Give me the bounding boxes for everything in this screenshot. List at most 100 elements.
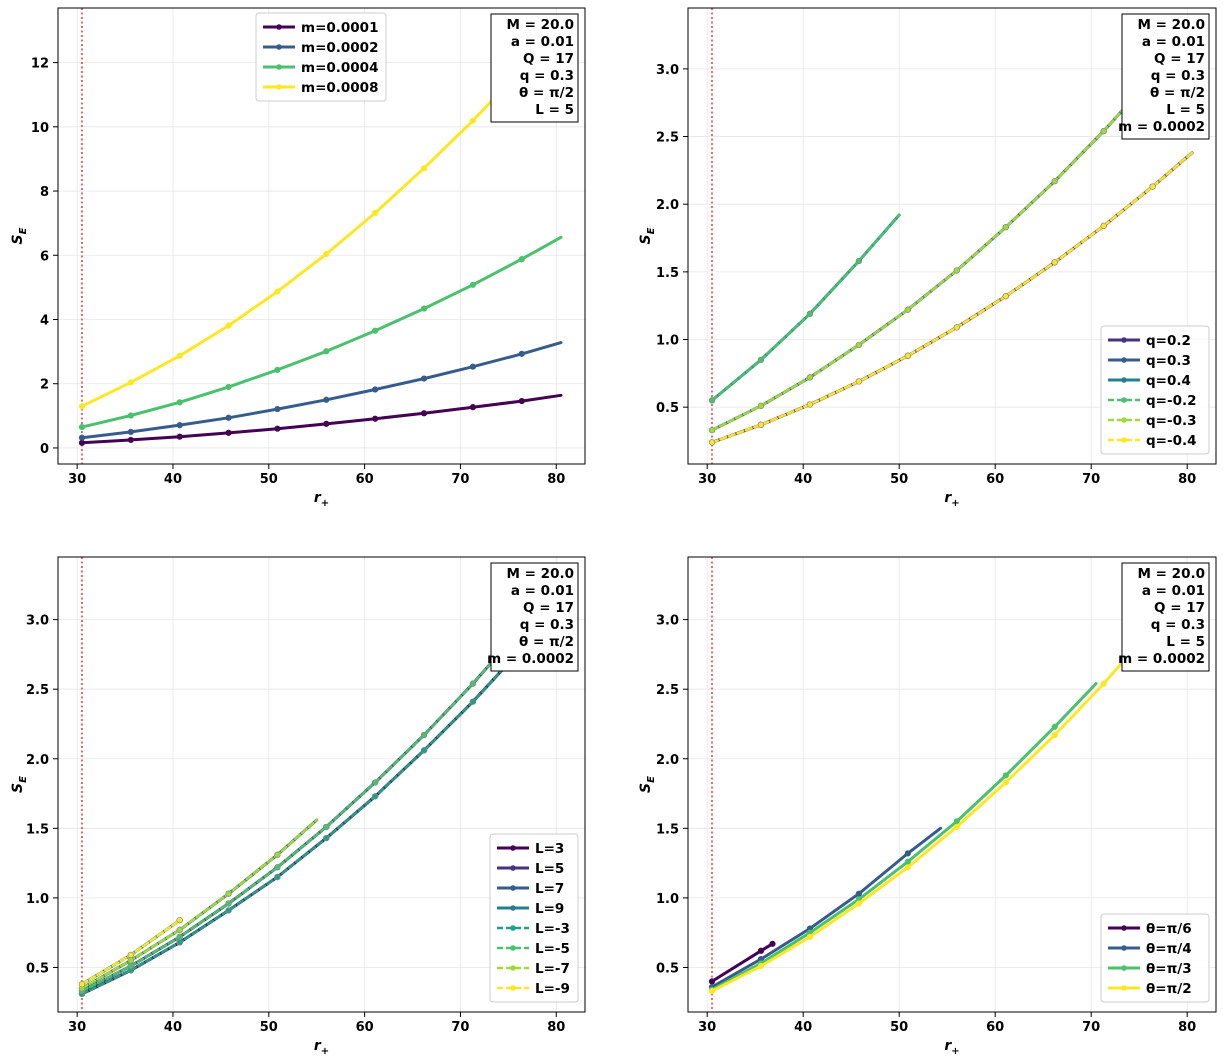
- series-line: [80, 235, 563, 429]
- data-point: [953, 267, 960, 274]
- axes-frame: [57, 7, 586, 465]
- data-point: [757, 356, 765, 363]
- data-point: [225, 414, 232, 421]
- data-point: [1100, 128, 1107, 135]
- legend-marker: [1121, 437, 1127, 443]
- legend-marker: [510, 865, 516, 871]
- data-point: [176, 399, 183, 406]
- legend-label: θ=π/6: [1146, 921, 1192, 937]
- data-point: [127, 379, 134, 386]
- x-tick-label: 40: [164, 1020, 182, 1035]
- data-point: [855, 257, 862, 265]
- data-point: [1002, 779, 1009, 786]
- legend-frame: [1100, 913, 1210, 1003]
- y-tick-label: 2.5: [26, 683, 49, 698]
- data-point: [420, 732, 428, 739]
- parameter-box: M = 20.0a = 0.01Q = 17q = 0.3θ = π/2m = …: [487, 562, 579, 672]
- axes-frame: [687, 556, 1217, 1013]
- data-point: [323, 250, 330, 258]
- data-point: [855, 378, 862, 385]
- legend-marker: [510, 965, 516, 971]
- data-point: [176, 433, 183, 440]
- data-point: [225, 890, 232, 897]
- legend-frame: [1100, 325, 1210, 455]
- y-tick-label: 1.0: [26, 892, 49, 907]
- chart-panel-3: 30 40 50 60 70 80 0.5 1.0 1.5 2.0 2.5 3.0 r+ SE M = 20…: [10, 556, 586, 1057]
- data-point: [420, 747, 428, 754]
- parameter-text: θ = π/2: [519, 85, 574, 101]
- chart-panel-4: 30 40 50 60 70 80 0.5 1.0 1.5 2.0 2.5 3.0 r+ SE M = 20…: [638, 556, 1217, 1057]
- x-tick-label: 30: [698, 1020, 716, 1035]
- data-point: [420, 410, 428, 417]
- parameter-text: M = 20.0: [507, 17, 574, 33]
- data-point: [127, 436, 134, 444]
- data-point: [1002, 224, 1009, 231]
- data-point: [127, 962, 134, 970]
- legend-marker: [276, 24, 282, 30]
- data-point: [420, 375, 428, 382]
- parameter-text: m = 0.0002: [487, 651, 574, 667]
- y-tick-label: 1.0: [656, 334, 679, 349]
- y-tick-label: 1.0: [656, 892, 679, 907]
- legend-label: L=-7: [535, 961, 570, 977]
- legend: θ=π/6 θ=π/4 θ=π/3 θ=π/2: [1100, 913, 1210, 1003]
- data-point: [372, 386, 379, 393]
- y-tick-label: 8: [40, 185, 49, 200]
- y-tick-label: 2.0: [656, 753, 679, 768]
- data-point: [127, 951, 134, 959]
- series-line: [80, 587, 553, 993]
- legend-label: m=0.0008: [301, 80, 378, 96]
- x-tick-label: 50: [260, 1020, 278, 1035]
- data-point: [518, 397, 525, 405]
- data-point: [225, 383, 232, 391]
- parameter-text: m = 0.0002: [1118, 651, 1205, 667]
- data-point: [757, 421, 765, 428]
- data-point: [708, 439, 716, 446]
- x-axis-label: r+: [944, 490, 959, 509]
- data-point: [372, 793, 379, 800]
- legend-label: L=7: [535, 881, 564, 897]
- series-line: [80, 818, 318, 990]
- data-point: [225, 429, 232, 436]
- data-point: [274, 366, 281, 374]
- parameter-text: M = 20.0: [1138, 566, 1205, 582]
- legend-label: L=3: [535, 841, 564, 857]
- y-tick-label: 12: [31, 57, 49, 72]
- data-point: [708, 978, 716, 985]
- data-point: [1051, 723, 1058, 730]
- data-point: [127, 428, 134, 435]
- data-point: [176, 352, 183, 359]
- data-point: [855, 890, 862, 897]
- x-tick-label: 80: [1178, 1020, 1196, 1035]
- y-axis-label: SE: [638, 227, 657, 244]
- data-point: [1002, 772, 1009, 779]
- data-point: [1100, 680, 1107, 687]
- chart-panel-1: 30 40 50 60 70 80 0 2 4 6 8 10 12 r+ SE M = 20.0a = 0.0…: [10, 7, 586, 509]
- parameter-text: q = 0.3: [1151, 617, 1205, 633]
- x-tick-label: 50: [260, 472, 278, 487]
- data-point: [855, 341, 862, 349]
- series-line: [80, 587, 553, 993]
- y-tick-label: 0.5: [656, 401, 679, 416]
- data-point: [176, 933, 183, 940]
- legend-label: L=5: [535, 861, 564, 877]
- data-point: [274, 873, 281, 881]
- data-point: [1051, 259, 1058, 266]
- data-point: [806, 374, 814, 381]
- legend-label: θ=π/2: [1146, 981, 1192, 997]
- x-axis-label: r+: [314, 1038, 329, 1057]
- legend-marker: [1121, 945, 1127, 951]
- data-point: [953, 324, 960, 331]
- data-point: [225, 900, 232, 907]
- series-line: [80, 393, 563, 445]
- legend-marker: [276, 44, 282, 50]
- legend: m=0.0001 m=0.0002 m=0.0004 m=0.0008: [255, 12, 387, 102]
- parameter-text: m = 0.0002: [1118, 119, 1205, 135]
- data-point: [176, 917, 183, 924]
- data-point: [78, 423, 86, 431]
- parameter-text: Q = 17: [1154, 600, 1205, 616]
- data-point: [420, 165, 428, 172]
- data-point: [176, 926, 183, 934]
- series-line: [710, 213, 901, 402]
